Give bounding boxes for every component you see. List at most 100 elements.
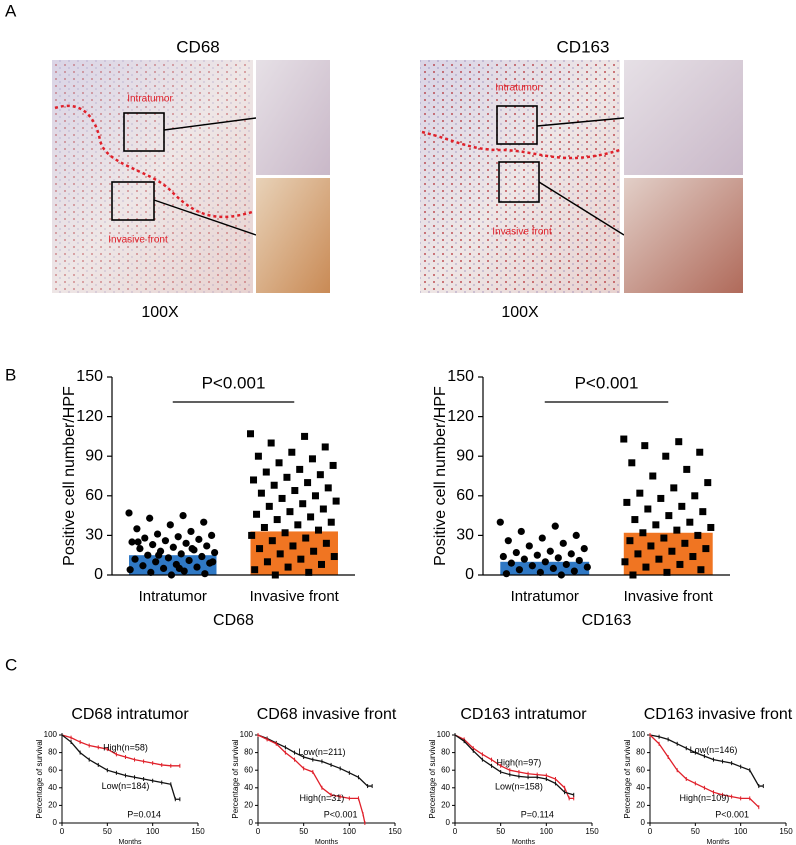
data-point: [702, 545, 710, 553]
data-point: [310, 547, 318, 555]
data-point: [575, 556, 583, 565]
data-point: [318, 560, 326, 568]
data-point: [125, 509, 133, 517]
data-point: [256, 545, 264, 553]
data-point: [134, 538, 142, 546]
y-tick-label: 60: [636, 765, 645, 774]
data-point: [251, 566, 259, 574]
data-point: [322, 539, 330, 547]
data-point: [126, 566, 134, 574]
y-tick-label: 0: [641, 818, 646, 827]
x-tick-label: 50: [103, 827, 112, 836]
data-point: [133, 525, 141, 533]
y-tick-label: 80: [48, 748, 57, 757]
data-point: [496, 518, 504, 526]
data-point: [652, 521, 660, 529]
data-point: [149, 541, 157, 549]
data-point: [536, 568, 544, 576]
y-tick-label: 120: [447, 408, 474, 425]
data-point: [660, 534, 668, 542]
data-point: [697, 566, 705, 574]
data-point: [647, 542, 655, 550]
x-tick-label: 100: [734, 827, 748, 836]
data-point: [296, 465, 304, 473]
data-point: [288, 448, 296, 456]
y-tick-label: 80: [636, 748, 645, 757]
data-point: [528, 562, 536, 570]
data-point: [174, 533, 182, 541]
data-point: [299, 500, 307, 508]
magnification: 100X: [141, 304, 179, 321]
data-point: [572, 531, 580, 540]
y-tick-label: 60: [244, 765, 253, 774]
y-tick-label: 60: [456, 487, 474, 504]
survival-curve: [257, 734, 366, 824]
data-point: [136, 545, 144, 553]
magnification: 100X: [501, 304, 539, 321]
data-point: [291, 487, 299, 495]
y-tick-label: 20: [244, 801, 253, 810]
data-point: [195, 535, 203, 543]
image-title: CD163: [557, 37, 610, 56]
x-tick-label: 150: [191, 827, 205, 836]
significance-label: P<0.001: [202, 373, 266, 392]
x-tick-label: 0: [453, 827, 458, 836]
data-point: [515, 566, 523, 574]
data-point: [164, 554, 173, 562]
data-point: [139, 562, 147, 570]
data-point: [580, 545, 588, 553]
data-point: [694, 531, 702, 539]
data-point: [289, 542, 297, 550]
data-point: [634, 550, 642, 558]
p-value: P<0.001: [324, 809, 358, 819]
data-point: [311, 492, 319, 500]
data-point: [268, 537, 276, 545]
micrograph-cd163: [420, 60, 743, 293]
x-axis-label: CD163: [582, 612, 632, 629]
survival-curve: [454, 734, 574, 796]
data-point: [179, 511, 187, 520]
chart-title: CD163 invasive front: [644, 706, 793, 723]
data-point: [254, 452, 262, 460]
data-point: [686, 518, 694, 526]
data-point: [275, 459, 283, 467]
data-point: [533, 551, 541, 559]
data-point: [324, 484, 332, 492]
data-point: [316, 471, 324, 479]
y-tick-label: 0: [446, 818, 451, 827]
micrograph-cd68: [52, 60, 330, 293]
x-tick-label: 50: [496, 827, 505, 836]
data-point: [263, 558, 271, 566]
data-point: [678, 502, 686, 510]
data-point: [549, 564, 557, 573]
data-point: [668, 547, 676, 555]
y-tick-label: 100: [44, 730, 58, 739]
data-point: [642, 563, 650, 571]
data-point: [707, 523, 715, 531]
curve-label: Low(n=158): [495, 782, 543, 792]
data-point: [502, 570, 511, 578]
p-value: P<0.001: [715, 809, 749, 819]
x-tick-label: 150: [585, 827, 599, 836]
data-point: [559, 539, 567, 547]
data-point: [305, 568, 313, 576]
x-tick-label: Invasive front: [624, 588, 714, 605]
data-point: [208, 531, 216, 540]
data-point: [141, 534, 149, 542]
data-point: [185, 556, 193, 565]
data-point: [538, 534, 546, 542]
data-point: [567, 550, 575, 558]
data-point: [175, 564, 183, 573]
data-point: [286, 508, 294, 516]
data-point: [504, 537, 512, 545]
data-point: [273, 516, 281, 524]
x-tick-label: 0: [648, 827, 653, 836]
region-label: Invasive front: [108, 235, 168, 246]
data-point: [294, 521, 302, 529]
data-point: [193, 563, 201, 571]
data-point: [649, 472, 657, 480]
bar: [250, 531, 338, 575]
data-point: [570, 567, 578, 575]
curve-label: High(n=58): [103, 742, 148, 752]
